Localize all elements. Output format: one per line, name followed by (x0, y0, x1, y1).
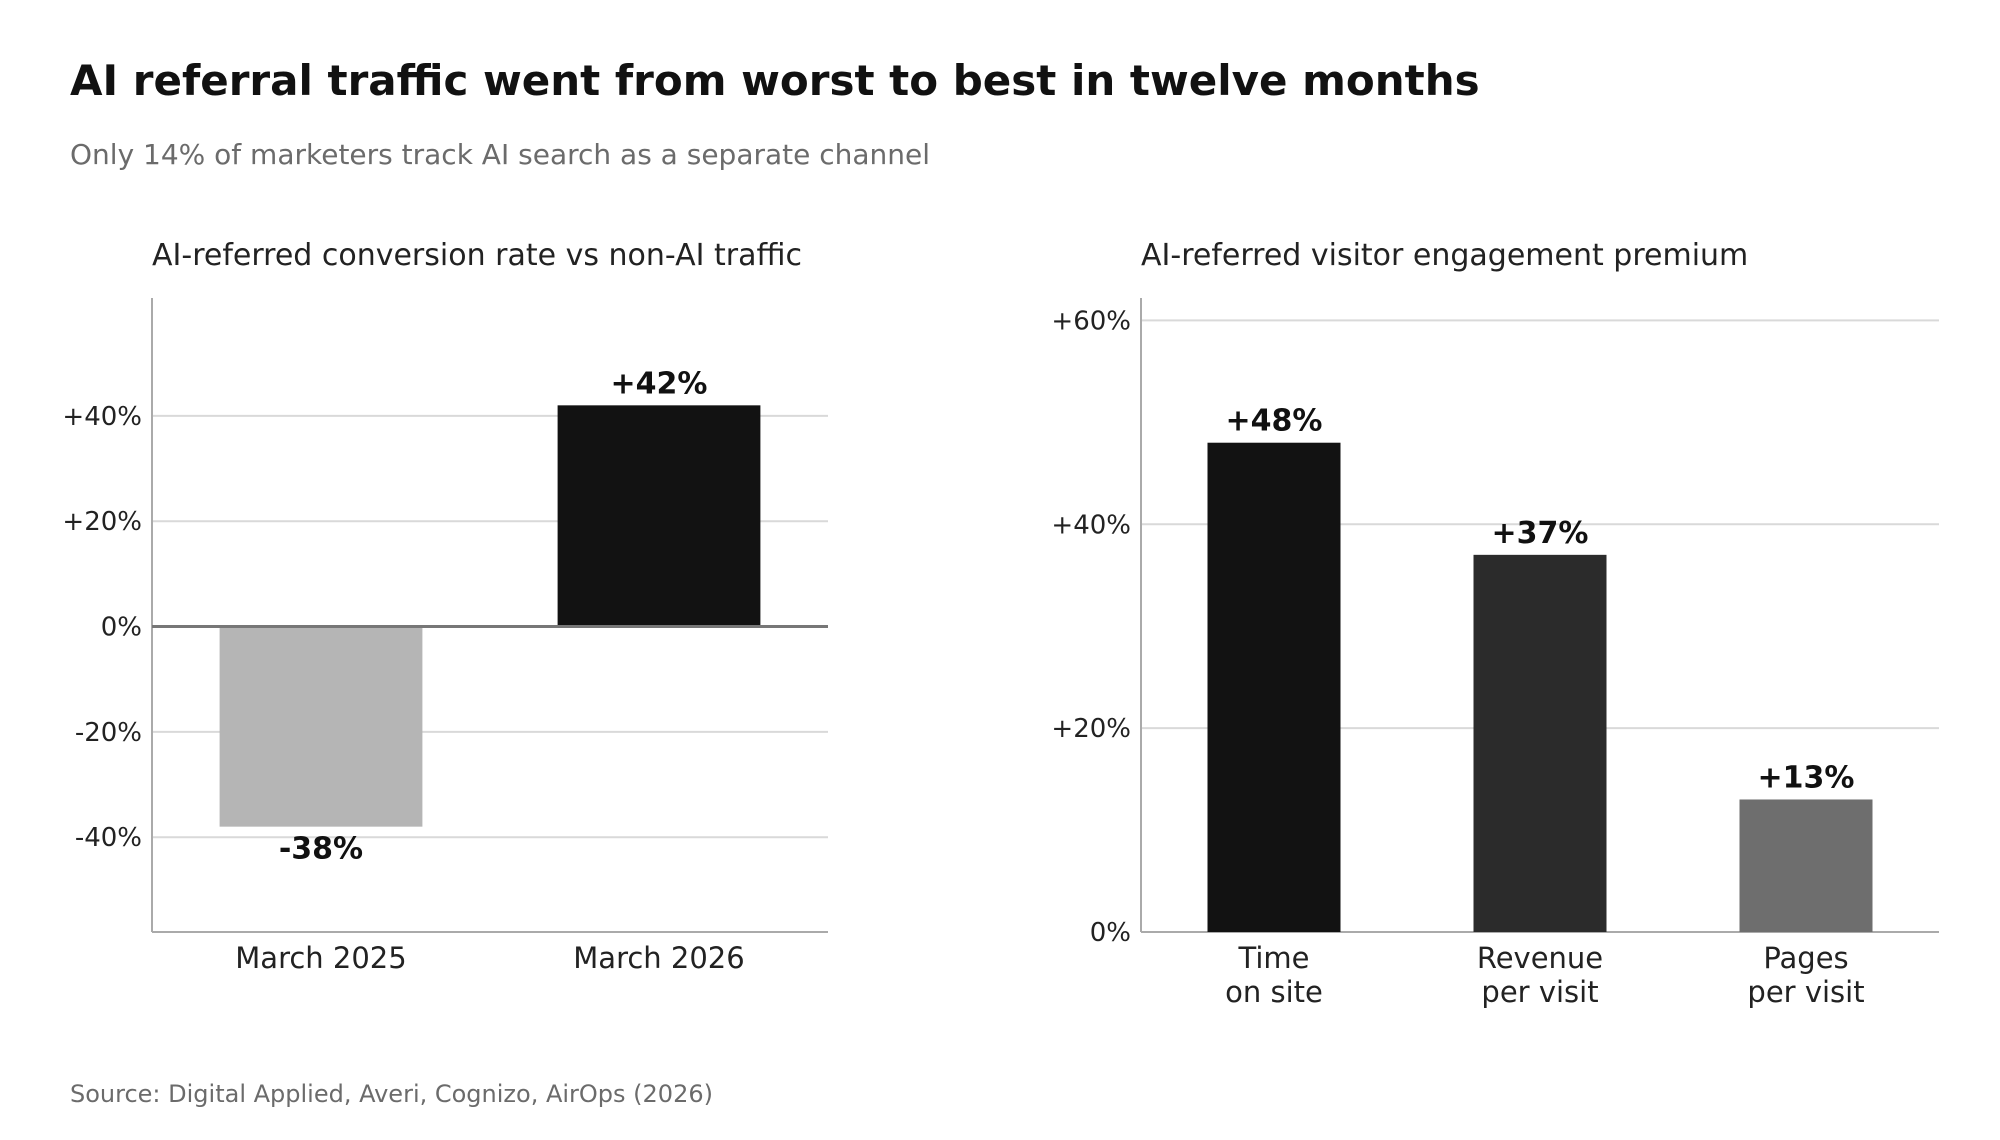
x-tick-label: March 2026 (573, 941, 744, 975)
bar (1739, 799, 1873, 932)
data-label: -38% (279, 832, 363, 867)
data-label: +48% (1226, 404, 1323, 439)
panel-title: AI-referred conversion rate vs non-AI tr… (152, 238, 802, 273)
bar (557, 405, 761, 627)
y-tick-label: -20% (75, 718, 142, 748)
x-tick-label: Revenue per visit (1477, 941, 1603, 1009)
x-tick-label-line: Pages (1763, 941, 1848, 975)
x-tick-label: March 2025 (235, 941, 406, 975)
conversion-rate-panel: AI-referred conversion rate vs non-AI tr… (62, 238, 828, 975)
source-note: Source: Digital Applied, Averi, Cognizo,… (70, 1080, 713, 1108)
x-tick-label: Pages per visit (1747, 941, 1864, 1009)
x-tick-label-line: Revenue (1477, 941, 1603, 975)
bar (219, 626, 423, 827)
chart-title: AI referral traffic went from worst to b… (70, 56, 1480, 105)
panel-title: AI-referred visitor engagement premium (1141, 238, 1748, 273)
x-tick-label-line: on site (1225, 975, 1323, 1009)
y-tick-label: +40% (1051, 510, 1131, 540)
y-tick-label: +60% (1051, 306, 1131, 336)
x-tick-label: Time on site (1225, 941, 1323, 1009)
data-label: +13% (1758, 760, 1855, 795)
x-tick-label-line: March 2025 (235, 941, 406, 975)
x-tick-label-line: Time (1238, 941, 1310, 975)
y-tick-label: 0% (1090, 918, 1131, 948)
y-tick-label: +20% (62, 507, 142, 537)
data-label: +37% (1492, 516, 1589, 551)
x-tick-label-line: per visit (1747, 975, 1864, 1009)
x-tick-label-line: per visit (1481, 975, 1598, 1009)
data-label: +42% (611, 366, 708, 401)
chart-subtitle: Only 14% of marketers track AI search as… (70, 138, 931, 171)
x-tick-label-line: March 2026 (573, 941, 744, 975)
y-tick-label: -40% (75, 823, 142, 853)
y-tick-label: +20% (1051, 714, 1131, 744)
bar (1207, 442, 1341, 932)
bar (1473, 554, 1607, 932)
y-tick-label: 0% (101, 613, 142, 643)
y-tick-label: +40% (62, 402, 142, 432)
engagement-premium-panel: AI-referred visitor engagement premium 0%… (1051, 238, 1939, 1009)
